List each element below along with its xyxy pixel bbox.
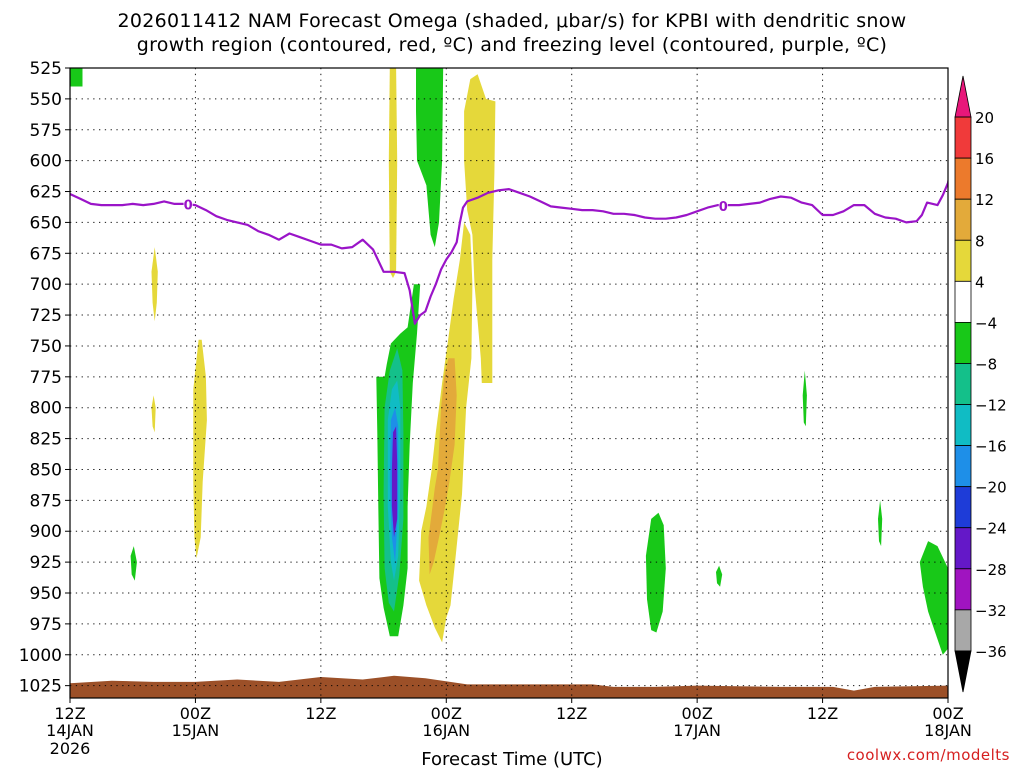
y-tick-label-8: 725 <box>30 306 62 326</box>
colorbar-label-3: 8 <box>975 232 985 250</box>
x-tick-label-0: 12Z <box>54 704 85 723</box>
omega-region-3 <box>464 74 496 383</box>
y-tick-label-3: 600 <box>30 152 62 172</box>
y-tick-label-16: 925 <box>30 553 62 573</box>
x-tick-label-6: 12Z <box>807 704 838 723</box>
colorbar: 20 16 12 8 4 −4 −8 −12 −16 −20 −24 −28 −32 −36 <box>954 75 1007 693</box>
colorbar-bin-8 <box>954 404 972 446</box>
y-tick-label-15: 900 <box>30 522 62 542</box>
y-tick-label-13: 850 <box>30 460 62 480</box>
omega-region-1 <box>388 68 398 278</box>
x-axis-label: Forecast Time (UTC) <box>421 749 603 770</box>
x-tick-label-5: 00Z <box>681 704 712 723</box>
x-tick-year-0: 2026 <box>50 739 91 758</box>
y-tick-label-0: 525 <box>30 59 62 79</box>
x-tick-date-0: 14JAN <box>46 721 94 740</box>
colorbar-label-7: −12 <box>975 397 1007 415</box>
colorbar-label-4: 4 <box>975 273 985 291</box>
freezing-label-bg-0 <box>183 198 193 212</box>
colorbar-bin-3 <box>954 198 972 241</box>
y-tick-label-6: 675 <box>30 244 62 264</box>
x-tick-date-5: 17JAN <box>673 721 721 740</box>
colorbar-bin-12 <box>954 568 972 611</box>
terrain-ground <box>70 675 948 698</box>
colorbar-label-5: −4 <box>975 314 997 332</box>
x-tick-label-2: 12Z <box>305 704 336 723</box>
y-tick-label-9: 750 <box>30 337 62 357</box>
y-tick-label-12: 825 <box>30 430 62 450</box>
y-tick-label-2: 575 <box>30 121 62 141</box>
colorbar-label-6: −8 <box>975 355 997 373</box>
freezing-level-label-1: 0 <box>719 200 728 215</box>
omega-region-11 <box>391 426 398 538</box>
x-tick-date-7: 18JAN <box>924 721 972 740</box>
y-tick-label-4: 625 <box>30 183 62 203</box>
colorbar-label-11: −28 <box>975 561 1007 579</box>
y-tick-label-18: 975 <box>30 615 62 635</box>
omega-region-15 <box>645 512 666 633</box>
colorbar-bin-11 <box>954 527 972 570</box>
chart-title-line1: 2026011412 NAM Forecast Omega (shaded, μ… <box>117 10 907 32</box>
y-tick-label-5: 650 <box>30 213 62 233</box>
y-axis: 525 550 575 600 625 650 675 700 725 750 775 800 825 8… <box>19 59 70 697</box>
colorbar-bin-2 <box>954 157 972 200</box>
omega-region-13 <box>151 395 156 433</box>
colorbar-bin-10 <box>954 486 972 529</box>
colorbar-bin-9 <box>954 445 972 488</box>
omega-region-6 <box>193 339 207 559</box>
freezing-label-bg-1 <box>718 199 728 213</box>
colorbar-label-9: −20 <box>975 479 1007 497</box>
colorbar-label-8: −16 <box>975 438 1007 456</box>
y-tick-label-19: 1000 <box>19 646 62 666</box>
y-tick-label-10: 775 <box>30 368 62 388</box>
y-tick-label-20: 1025 <box>19 677 62 697</box>
colorbar-bin-1 <box>954 116 972 159</box>
y-tick-label-11: 800 <box>30 399 62 419</box>
x-tick-label-4: 12Z <box>556 704 587 723</box>
colorbar-label-0: 20 <box>975 109 994 127</box>
omega-region-19 <box>919 541 948 655</box>
colorbar-bin-6 <box>954 321 972 364</box>
omega-shaded-regions <box>70 68 948 655</box>
colorbar-label-12: −32 <box>975 602 1007 620</box>
colorbar-bin-7 <box>954 363 972 405</box>
y-tick-label-1: 550 <box>30 90 62 110</box>
x-tick-label-3: 00Z <box>431 704 462 723</box>
plot-frame <box>69 67 949 699</box>
terrain-layer <box>70 675 948 698</box>
y-tick-label-17: 950 <box>30 584 62 604</box>
x-tick-date-3: 16JAN <box>422 721 470 740</box>
colorbar-bin-4 <box>954 239 972 282</box>
omega-region-14 <box>130 546 137 581</box>
colorbar-label-2: 12 <box>975 191 994 209</box>
colorbar-bin-5 <box>954 280 972 323</box>
credit-text: coolwx.com/modelts <box>846 746 1010 764</box>
colorbar-label-10: −24 <box>975 520 1007 538</box>
omega-region-12 <box>151 247 158 322</box>
omega-region-5 <box>428 358 457 575</box>
omega-region-17 <box>802 370 807 427</box>
freezing-level-label-0: 0 <box>184 199 193 214</box>
chart-title-line2: growth region (contoured, red, ºC) and f… <box>136 34 888 56</box>
grid-lines <box>70 68 948 698</box>
x-tick-label-1: 00Z <box>180 704 211 723</box>
omega-region-0 <box>70 68 83 87</box>
x-tick-date-1: 15JAN <box>172 721 220 740</box>
y-tick-label-7: 700 <box>30 275 62 295</box>
colorbar-bin-14 <box>954 650 972 693</box>
colorbar-bin-0 <box>954 75 972 118</box>
colorbar-bin-13 <box>954 609 972 652</box>
omega-region-16 <box>716 565 723 587</box>
x-tick-label-7: 00Z <box>932 704 963 723</box>
y-tick-label-14: 875 <box>30 491 62 511</box>
freezing-level-line <box>70 177 948 325</box>
colorbar-label-13: −36 <box>975 643 1007 661</box>
colorbar-label-1: 16 <box>975 150 994 168</box>
omega-region-18 <box>878 500 883 547</box>
omega-region-2 <box>416 68 444 248</box>
